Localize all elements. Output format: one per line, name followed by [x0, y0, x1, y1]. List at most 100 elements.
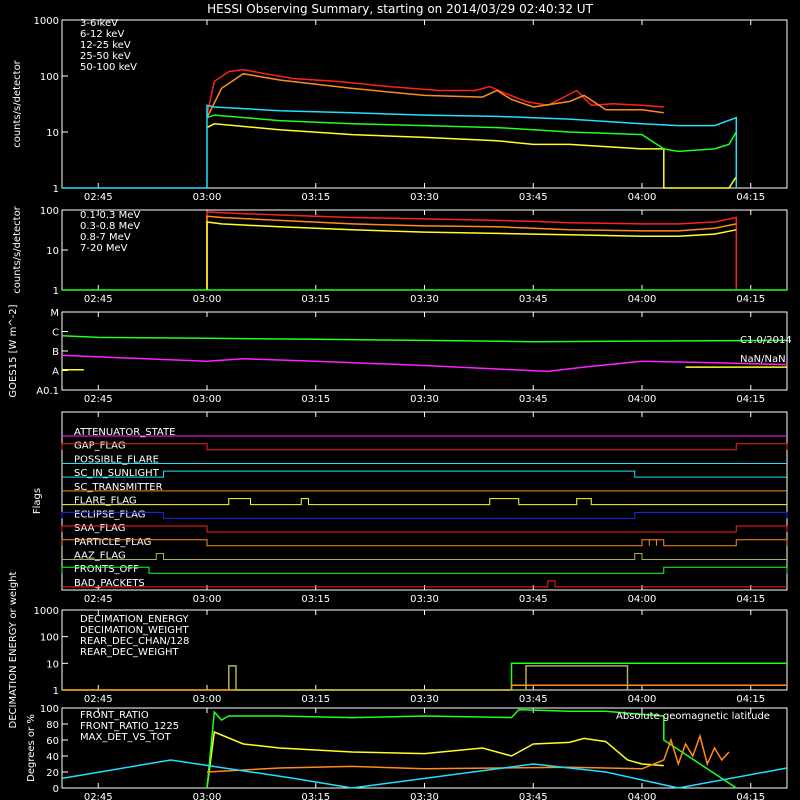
y-axis-label: counts/s/detector [12, 59, 23, 147]
flag-trace [61, 525, 788, 533]
flag-label: FRONTS_OFF [74, 564, 139, 575]
panel-low-energy: 02:45 03:00 03:15 03:30 03:45 04:00 04:15 count… [12, 16, 788, 203]
series-line [206, 733, 730, 773]
flag-label: SC_TRANSMITTER [74, 482, 163, 493]
y-tick-label: 100 [40, 633, 59, 644]
series-line [206, 210, 738, 290]
panel-goes: 02:45 03:00 03:15 03:30 03:45 04:00 04:15 GOES1… [8, 304, 792, 405]
panel-flags: 02:45 03:00 03:15 03:30 03:45 04:00 04:15 Flags… [32, 411, 788, 605]
y-tick-label: B [52, 347, 59, 358]
flag-trace [61, 511, 788, 519]
legend-entry: REAR_DEC_WEIGHT [80, 647, 179, 658]
y-tick-label: 1 [53, 286, 59, 297]
x-tick-label: 04:15 [736, 294, 765, 305]
y-tick-label: 1000 [34, 606, 59, 617]
x-tick-label: 04:00 [628, 694, 657, 705]
y-tick-label: A [52, 367, 59, 378]
legend-entry: MAX_DET_VS_TOT [80, 732, 172, 743]
legend-entry: FRONT_RATIO [80, 710, 149, 721]
x-tick-label: 04:00 [628, 594, 657, 605]
series-line [228, 665, 629, 691]
x-tick-label: 03:45 [519, 192, 548, 203]
x-tick-label: 02:45 [84, 792, 113, 800]
y-tick-label: 10 [46, 128, 59, 139]
flag-label: SC_IN_SUNLIGHT [74, 468, 160, 479]
legend-entry: 0.3-0.8 MeV [80, 221, 140, 232]
x-tick-label: 03:15 [301, 792, 330, 800]
x-tick-label: 03:45 [519, 394, 548, 405]
y-tick-label: 10 [46, 659, 59, 670]
y-tick-label: 100 [40, 72, 59, 83]
goes-class-annotation: C1.0/2014 [740, 335, 792, 346]
flag-trace [62, 580, 787, 588]
panel-ratios: 02:45 03:00 03:15 03:30 03:45 04:00 04:15 Degre… [26, 704, 788, 800]
y-tick-label: 20 [46, 768, 59, 779]
flag-label: FLARE_FLAG [74, 496, 137, 507]
x-tick-label: 03:30 [410, 594, 439, 605]
legend-entry: FRONT_RATIO_1225 [80, 721, 179, 732]
legend-entry: 50-100 keV [80, 62, 137, 73]
legend-entry: 25-50 keV [80, 51, 131, 62]
y-axis-label: counts/s/detector [12, 205, 23, 293]
x-tick-label: 03:00 [193, 792, 222, 800]
x-tick-label: 02:45 [84, 192, 113, 203]
y-tick-label: 60 [46, 736, 59, 747]
flag-label: GAP_FLAG [74, 441, 126, 452]
y-axis-label: GOES15 [W m^-2] [8, 304, 19, 397]
series-line [206, 123, 737, 189]
series-line [206, 114, 737, 153]
y-tick-label: A0.1 [36, 386, 59, 397]
x-tick-label: 04:00 [628, 192, 657, 203]
goes-nan-annotation: NaN/NaN [740, 354, 786, 365]
y-tick-label: 100 [40, 206, 59, 217]
legend-entry: 0.8-7 MeV [80, 232, 131, 243]
x-tick-label: 03:15 [301, 294, 330, 305]
y-axis-label: DECIMATION ENERGY or weight [8, 571, 19, 728]
flag-trace [61, 566, 788, 574]
y-axis-label: Degrees or % [26, 714, 37, 782]
y-tick-label: 80 [46, 720, 59, 731]
flag-trace [62, 552, 787, 560]
x-tick-label: 03:45 [519, 694, 548, 705]
x-tick-label: 03:00 [193, 192, 222, 203]
x-tick-label: 04:15 [736, 394, 765, 405]
flag-trace [61, 443, 788, 451]
y-tick-label: 100 [40, 704, 59, 715]
x-tick-label: 03:45 [519, 294, 548, 305]
flag-label: PARTICLE_FLAG [74, 537, 151, 548]
panel-frame [61, 411, 788, 591]
flag-label: BAD_PACKETS [74, 578, 145, 589]
geomagnetic-label: Absolute geomagnetic latitude [616, 711, 770, 722]
legend-entry: REAR_DEC_CHAN/128 [80, 636, 189, 647]
series-line [206, 72, 664, 119]
x-tick-label: 03:30 [410, 192, 439, 203]
series-line [61, 335, 788, 343]
flag-label: AAZ_FLAG [74, 550, 126, 561]
flag-label: ATTENUATOR_STATE [74, 427, 175, 438]
y-tick-label: 1000 [34, 16, 59, 27]
x-tick-label: 04:15 [736, 594, 765, 605]
x-tick-label: 03:15 [301, 694, 330, 705]
x-tick-label: 03:45 [519, 594, 548, 605]
panel-frame [61, 209, 788, 291]
x-tick-label: 03:15 [301, 394, 330, 405]
x-tick-label: 04:00 [628, 792, 657, 800]
series-line [206, 221, 737, 290]
y-tick-label: M [50, 308, 59, 319]
flag-trace [61, 539, 788, 547]
chart-title: HESSI Observing Summary, starting on 201… [207, 2, 593, 16]
panel-frame [61, 19, 788, 189]
x-tick-label: 02:45 [84, 394, 113, 405]
legend-entry: DECIMATION_WEIGHT [80, 625, 189, 636]
legend-entry: 7-20 MeV [80, 243, 128, 254]
series-line [206, 68, 664, 116]
panel-high-energy: 02:45 03:00 03:15 03:30 03:45 04:00 04:15 count… [12, 205, 788, 305]
series-line [62, 104, 738, 189]
x-tick-label: 04:15 [736, 792, 765, 800]
x-tick-label: 02:45 [84, 594, 113, 605]
x-tick-label: 03:00 [193, 594, 222, 605]
x-tick-label: 03:15 [301, 594, 330, 605]
y-tick-label: 1 [53, 184, 59, 195]
x-tick-label: 03:30 [410, 792, 439, 800]
